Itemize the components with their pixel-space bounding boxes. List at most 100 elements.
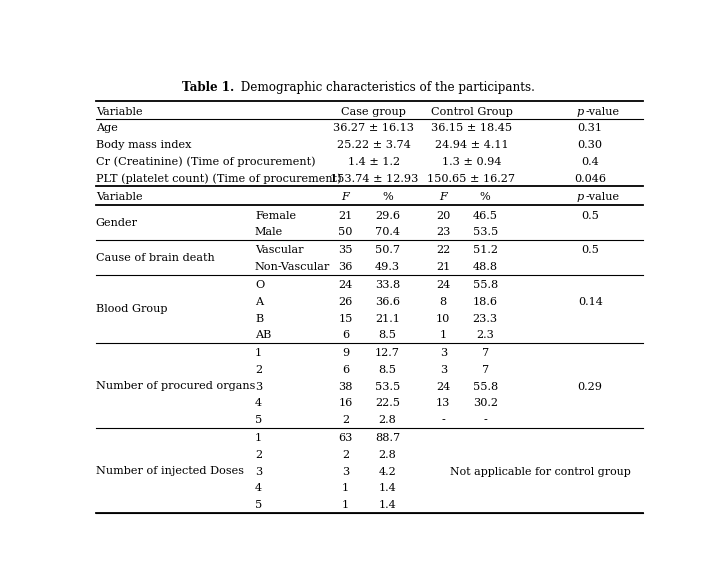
Text: 70.4: 70.4 — [375, 228, 400, 237]
Text: 51.2: 51.2 — [473, 245, 497, 255]
Text: Demographic characteristics of the participants.: Demographic characteristics of the parti… — [237, 80, 535, 94]
Text: Control Group: Control Group — [430, 107, 513, 116]
Text: 0.5: 0.5 — [581, 211, 599, 221]
Text: 4: 4 — [255, 483, 262, 493]
Text: 46.5: 46.5 — [473, 211, 497, 221]
Text: 1: 1 — [255, 433, 262, 444]
Text: 2: 2 — [255, 365, 262, 375]
Text: 36.15 ± 18.45: 36.15 ± 18.45 — [431, 123, 512, 133]
Text: Table 1.: Table 1. — [182, 80, 234, 94]
Text: Non-Vascular: Non-Vascular — [255, 262, 330, 272]
Text: 21: 21 — [338, 211, 353, 221]
Text: 63: 63 — [338, 433, 353, 444]
Text: 21: 21 — [436, 262, 451, 272]
Text: 24: 24 — [338, 280, 353, 290]
Text: AB: AB — [255, 330, 271, 340]
Text: 5: 5 — [255, 415, 262, 425]
Text: 2.3: 2.3 — [477, 330, 494, 340]
Text: A: A — [255, 297, 263, 307]
Text: 3: 3 — [342, 467, 349, 477]
Text: -value: -value — [585, 192, 619, 202]
Text: 2.8: 2.8 — [379, 415, 397, 425]
Text: F: F — [342, 192, 350, 202]
Text: Female: Female — [255, 211, 296, 221]
Text: 0.4: 0.4 — [581, 157, 599, 167]
Text: 21.1: 21.1 — [375, 314, 400, 324]
Text: 9: 9 — [342, 349, 349, 358]
Text: Male: Male — [255, 228, 283, 237]
Text: 36.27 ± 16.13: 36.27 ± 16.13 — [333, 123, 414, 133]
Text: 20: 20 — [436, 211, 451, 221]
Text: 23: 23 — [436, 228, 451, 237]
Text: Body mass index: Body mass index — [96, 140, 191, 150]
Text: 55.8: 55.8 — [472, 280, 497, 290]
Text: 38: 38 — [338, 382, 353, 392]
Text: 2: 2 — [342, 450, 349, 460]
Text: 0.29: 0.29 — [578, 382, 603, 392]
Text: 22: 22 — [436, 245, 451, 255]
Text: Number of procured organs: Number of procured organs — [96, 381, 255, 391]
Text: 25.22 ± 3.74: 25.22 ± 3.74 — [337, 140, 411, 150]
Text: Variable: Variable — [96, 107, 142, 116]
Text: 53.5: 53.5 — [472, 228, 497, 237]
Text: 15: 15 — [338, 314, 353, 324]
Text: 2.8: 2.8 — [379, 450, 397, 460]
Text: 4: 4 — [255, 398, 262, 408]
Text: 48.8: 48.8 — [473, 262, 497, 272]
Text: PLT (platelet count) (Time of procurement): PLT (platelet count) (Time of procuremen… — [96, 173, 341, 184]
Text: Cause of brain death: Cause of brain death — [96, 253, 214, 263]
Text: 16: 16 — [338, 398, 353, 408]
Text: 50.7: 50.7 — [375, 245, 400, 255]
Text: 1.4: 1.4 — [379, 500, 397, 510]
Text: 1: 1 — [440, 330, 447, 340]
Text: 33.8: 33.8 — [375, 280, 400, 290]
Text: Vascular: Vascular — [255, 245, 304, 255]
Text: 6: 6 — [342, 330, 349, 340]
Text: %: % — [382, 192, 393, 202]
Text: 1: 1 — [342, 483, 349, 493]
Text: 1: 1 — [255, 349, 262, 358]
Text: 8.5: 8.5 — [379, 365, 397, 375]
Text: Number of injected Doses: Number of injected Doses — [96, 466, 244, 476]
Text: 0.14: 0.14 — [578, 297, 603, 307]
Text: 0.30: 0.30 — [578, 140, 603, 150]
Text: p: p — [576, 107, 583, 116]
Text: 50: 50 — [338, 228, 353, 237]
Text: 12.7: 12.7 — [375, 349, 400, 358]
Text: F: F — [439, 192, 447, 202]
Text: 30.2: 30.2 — [473, 398, 497, 408]
Text: 24: 24 — [436, 382, 451, 392]
Text: -: - — [483, 415, 487, 425]
Text: 24: 24 — [436, 280, 451, 290]
Text: 53.5: 53.5 — [375, 382, 400, 392]
Text: O: O — [255, 280, 264, 290]
Text: Variable: Variable — [96, 192, 142, 202]
Text: Gender: Gender — [96, 218, 138, 228]
Text: 13: 13 — [436, 398, 451, 408]
Text: 3: 3 — [255, 382, 262, 392]
Text: 7: 7 — [482, 349, 489, 358]
Text: 88.7: 88.7 — [375, 433, 400, 444]
Text: 10: 10 — [436, 314, 451, 324]
Text: %: % — [479, 192, 490, 202]
Text: 18.6: 18.6 — [473, 297, 497, 307]
Text: 2: 2 — [342, 415, 349, 425]
Text: 29.6: 29.6 — [375, 211, 400, 221]
Text: -value: -value — [585, 107, 619, 116]
Text: Cr (Creatinine) (Time of procurement): Cr (Creatinine) (Time of procurement) — [96, 156, 315, 167]
Text: 153.74 ± 12.93: 153.74 ± 12.93 — [329, 174, 418, 184]
Text: 22.5: 22.5 — [375, 398, 400, 408]
Text: 4.2: 4.2 — [379, 467, 397, 477]
Text: 5: 5 — [255, 500, 262, 510]
Text: 7: 7 — [482, 365, 489, 375]
Text: Age: Age — [96, 123, 118, 133]
Text: 1.4: 1.4 — [379, 483, 397, 493]
Text: 3: 3 — [440, 349, 447, 358]
Text: B: B — [255, 314, 263, 324]
Text: 3: 3 — [255, 467, 262, 477]
Text: 36: 36 — [338, 262, 353, 272]
Text: 1.4 ± 1.2: 1.4 ± 1.2 — [348, 157, 399, 167]
Text: 36.6: 36.6 — [375, 297, 400, 307]
Text: 6: 6 — [342, 365, 349, 375]
Text: 1: 1 — [342, 500, 349, 510]
